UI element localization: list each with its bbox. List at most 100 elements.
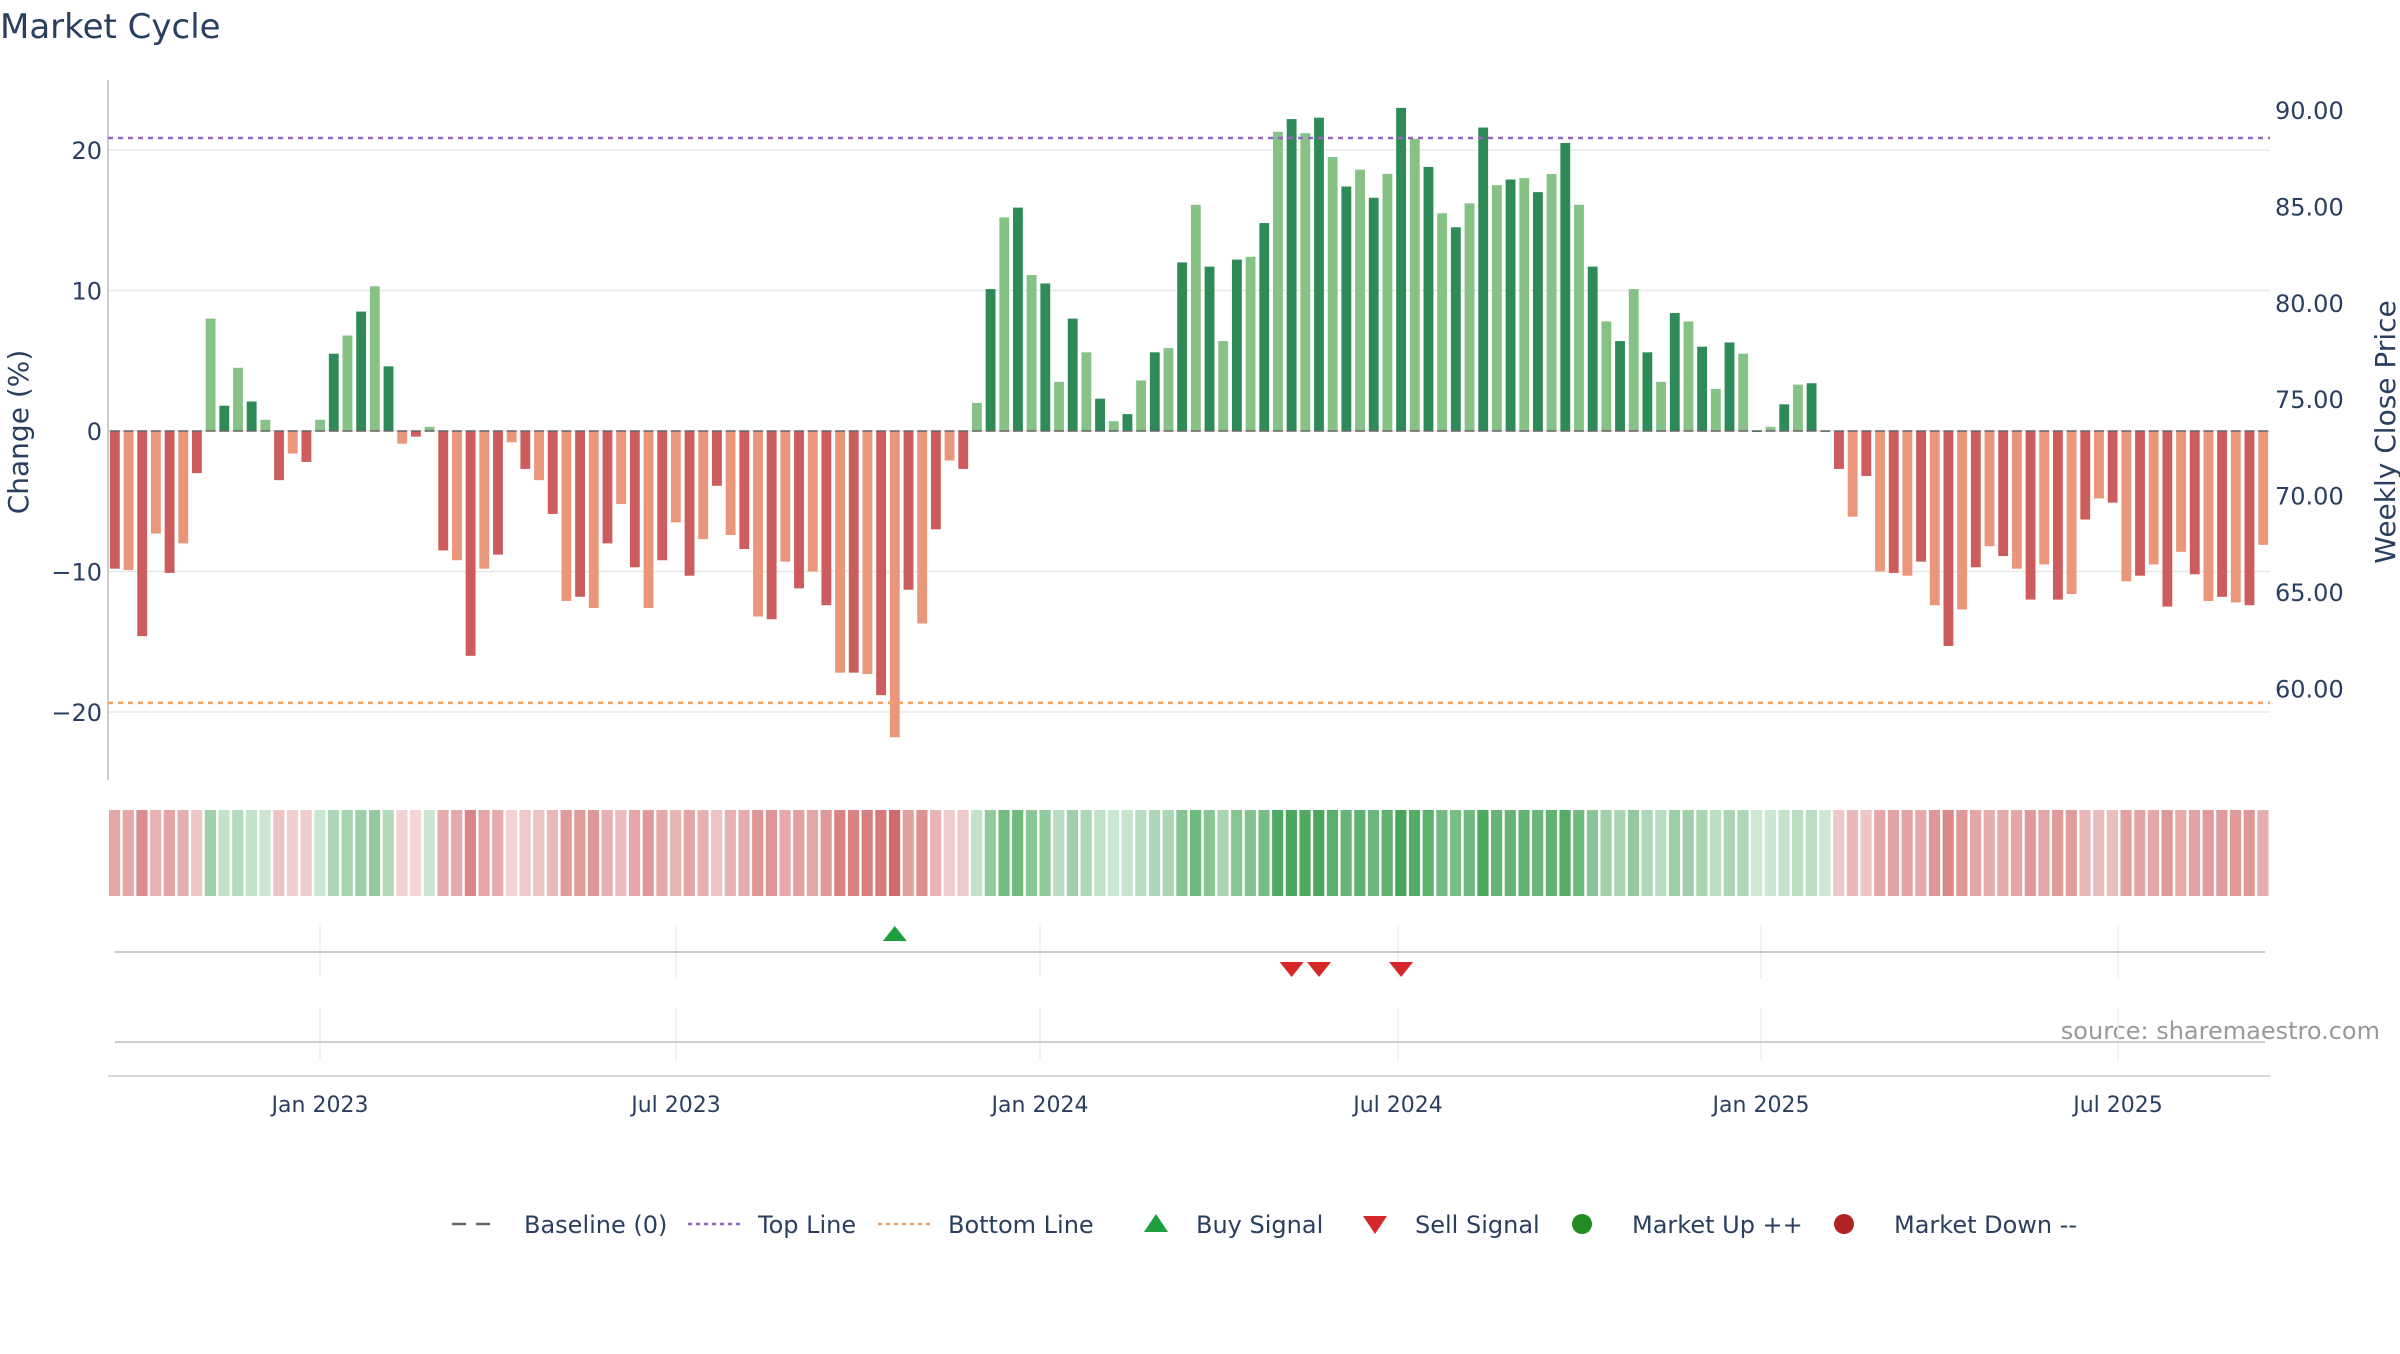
bar [794, 431, 804, 589]
heat-cell [1039, 810, 1051, 896]
bar [1574, 204, 1584, 431]
heat-cell [1600, 810, 1612, 896]
bar [2011, 431, 2022, 569]
bar [876, 431, 887, 696]
heat-cell [2216, 810, 2228, 896]
bar [1423, 166, 1434, 432]
heat-cell [1887, 810, 1900, 896]
y2-tick-label: 70.00 [2275, 483, 2344, 511]
heat-cell [259, 810, 271, 896]
heat-cell [1395, 810, 1407, 896]
heat-cell [1614, 810, 1626, 896]
source-annotation: source: sharemaestro.com [2061, 1017, 2380, 1045]
bar [1792, 384, 1803, 431]
heat-cell [451, 810, 463, 896]
heat-cell [1313, 810, 1325, 896]
bar [1040, 283, 1051, 431]
chart-title: Market Cycle [0, 7, 221, 47]
bar [274, 431, 284, 481]
heat-cell [1545, 810, 1557, 896]
bar [1013, 207, 1023, 431]
bar [1286, 119, 1297, 431]
heat-cell [1737, 810, 1749, 896]
y2-tick-label: 65.00 [2275, 579, 2344, 607]
heat-cell [2229, 810, 2242, 896]
bar [2094, 431, 2104, 499]
bar [1560, 142, 1571, 431]
bar [2230, 431, 2241, 603]
legend-circle-icon [1572, 1214, 1592, 1234]
y2-tick-label: 80.00 [2275, 290, 2344, 318]
bar [328, 353, 339, 431]
heat-cell [642, 810, 654, 896]
heat-cell [574, 810, 586, 896]
heat-cell [1272, 810, 1284, 896]
heat-cell [1135, 810, 1147, 896]
bar [698, 431, 709, 540]
y-axis-title: Change (%) [2, 350, 35, 515]
heat-cell [834, 810, 846, 896]
heat-cell [2093, 810, 2105, 896]
heat-cell [628, 810, 641, 896]
bar [1970, 431, 1981, 568]
bar [1519, 178, 1530, 431]
bar [438, 431, 449, 551]
heat-cell [902, 810, 914, 896]
sell-signal-marker [1279, 962, 1304, 977]
heat-cell [1381, 810, 1393, 896]
bar [1108, 421, 1119, 431]
heat-cell [2106, 810, 2118, 896]
bar [1122, 414, 1133, 431]
heat-cell [1491, 810, 1503, 896]
heat-cell [382, 810, 394, 896]
heat-cell [930, 810, 942, 896]
heat-cell [1983, 810, 1995, 896]
heat-cell [1778, 810, 1790, 896]
bar [1327, 157, 1338, 431]
y2-tick-label: 60.00 [2275, 675, 2344, 703]
heat-cell [1285, 810, 1297, 896]
heat-cell [820, 810, 832, 896]
bar [1902, 431, 1913, 576]
heat-cell [2011, 810, 2023, 896]
heat-cell [1928, 810, 1941, 896]
heat-cell [204, 810, 216, 896]
heat-cell [1162, 810, 1174, 896]
bar [1806, 383, 1817, 431]
bar [1888, 431, 1899, 573]
heat-cell [1422, 810, 1434, 896]
heat-cell [1532, 810, 1544, 896]
bar [930, 431, 941, 530]
heat-cell [2134, 810, 2146, 896]
bar [397, 431, 408, 444]
heat-cell [1969, 810, 1982, 896]
bar [260, 419, 271, 431]
heat-cell [464, 810, 476, 896]
bar [2176, 431, 2186, 552]
bar [862, 431, 873, 675]
bar [684, 431, 695, 576]
y2-axis-title: Weekly Close Price [2369, 300, 2400, 563]
bar [889, 431, 900, 738]
bar [2244, 431, 2255, 606]
bar [1984, 431, 1995, 547]
heat-cell [191, 810, 203, 896]
bar [780, 431, 791, 562]
bar [1765, 426, 1776, 431]
bar [520, 431, 531, 469]
heat-cell [2188, 810, 2201, 896]
x-tick-label: Jan 2024 [990, 1093, 1089, 1118]
heat-cell [670, 810, 682, 896]
bar [219, 405, 230, 431]
bar [123, 431, 134, 571]
bar [588, 431, 599, 609]
heat-cell [1764, 810, 1776, 896]
heat-cell [1340, 810, 1352, 896]
bar [342, 335, 353, 431]
bar [410, 431, 421, 437]
bar [1163, 348, 1174, 431]
bar [1396, 107, 1407, 431]
heat-cell [957, 810, 969, 896]
legend-sell-icon [1363, 1216, 1387, 1234]
bar [424, 426, 435, 431]
